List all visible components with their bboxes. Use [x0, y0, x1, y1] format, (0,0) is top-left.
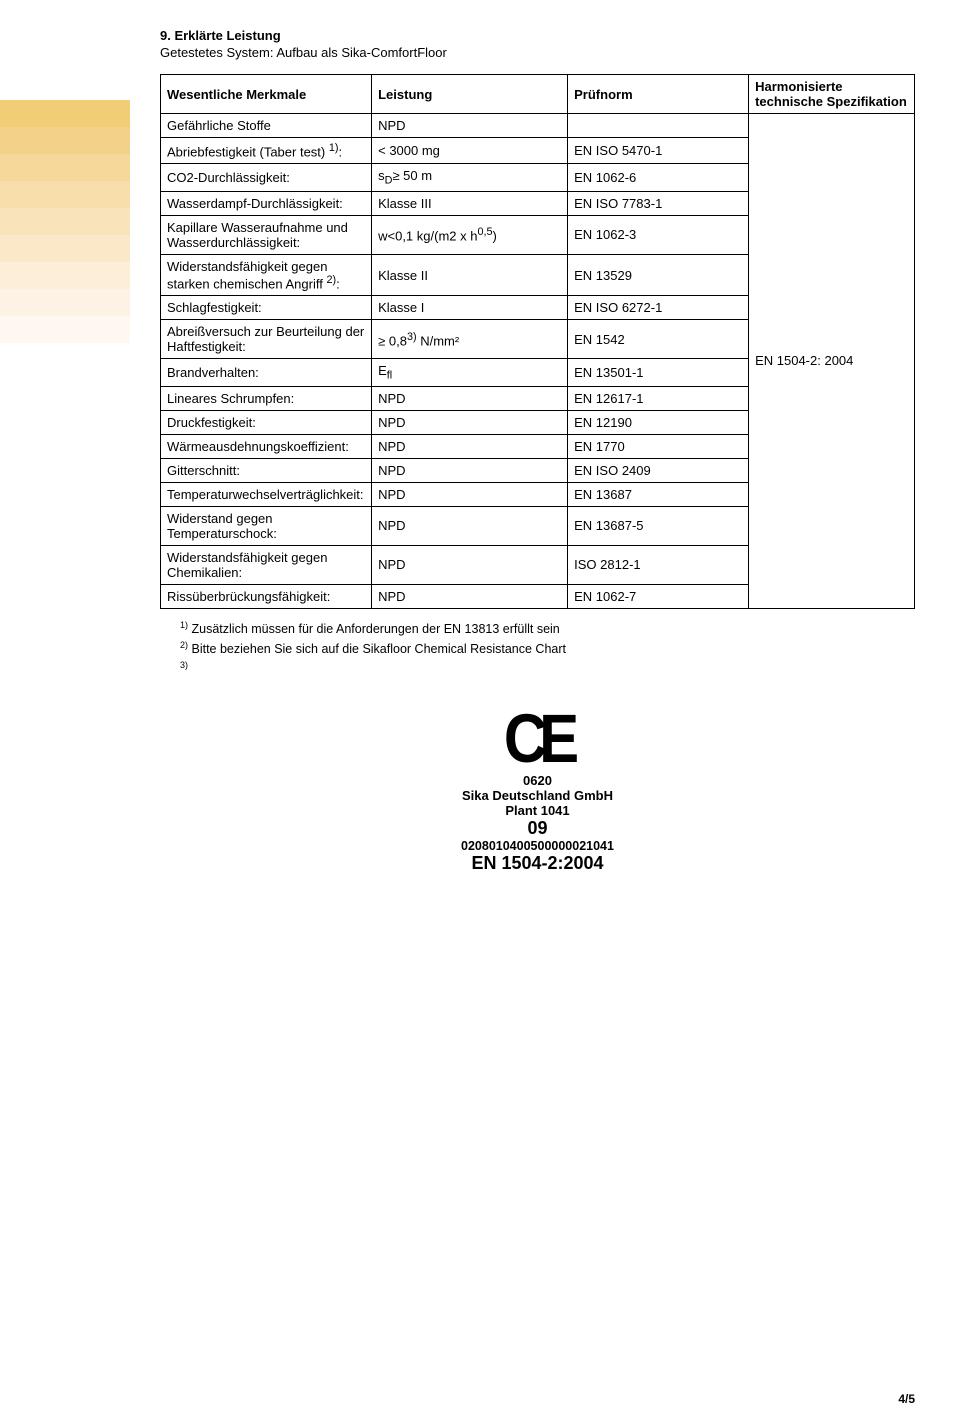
cell-merkmal: Brandverhalten:: [161, 359, 372, 387]
cell-leistung: Klasse III: [372, 191, 568, 215]
cell-pruefnorm: EN 13687-5: [568, 506, 749, 545]
ce-logo: CE: [504, 704, 571, 773]
cell-pruefnorm: EN ISO 7783-1: [568, 191, 749, 215]
footnote-3: 3): [180, 659, 915, 679]
ce-mark-block: CE 0620 Sika Deutschland GmbH Plant 1041…: [160, 709, 915, 874]
page-number: 4/5: [898, 1392, 915, 1406]
cell-leistung: NPD: [372, 410, 568, 434]
cell-pruefnorm: EN 1062-6: [568, 164, 749, 192]
cell-merkmal: Temperaturwechselverträglichkeit:: [161, 482, 372, 506]
cell-pruefnorm: EN 12190: [568, 410, 749, 434]
cell-leistung: NPD: [372, 506, 568, 545]
table-header-row: Wesentliche Merkmale Leistung Prüfnorm H…: [161, 75, 915, 114]
cell-merkmal: Widerstand gegen Temperaturschock:: [161, 506, 372, 545]
cell-leistung: Klasse I: [372, 296, 568, 320]
ce-company: Sika Deutschland GmbH: [160, 788, 915, 803]
cell-leistung: NPD: [372, 434, 568, 458]
cell-leistung: NPD: [372, 584, 568, 608]
section-heading: 9. Erklärte Leistung: [160, 28, 915, 43]
cell-pruefnorm: EN 13501-1: [568, 359, 749, 387]
cell-leistung: NPD: [372, 114, 568, 138]
cell-merkmal: Widerstandsfähigkeit gegen Chemikalien:: [161, 545, 372, 584]
cell-leistung: NPD: [372, 386, 568, 410]
table-row: Gefährliche StoffeNPDEN 1504-2: 2004: [161, 114, 915, 138]
cell-leistung: sD≥ 50 m: [372, 164, 568, 192]
header-merkmale: Wesentliche Merkmale: [161, 75, 372, 114]
content-area: 9. Erklärte Leistung Getestetes System: …: [130, 0, 960, 1424]
cell-pruefnorm: EN 1062-3: [568, 215, 749, 254]
cell-merkmal: Abriebfestigkeit (Taber test) 1):: [161, 138, 372, 164]
cell-merkmal: Widerstandsfähigkeit gegen starken chemi…: [161, 254, 372, 295]
header-leistung: Leistung: [372, 75, 568, 114]
footnote-1: 1) Zusätzlich müssen für die Anforderung…: [180, 619, 915, 639]
footnotes: 1) Zusätzlich müssen für die Anforderung…: [160, 619, 915, 679]
cell-pruefnorm: EN ISO 2409: [568, 458, 749, 482]
cell-pruefnorm: EN ISO 5470-1: [568, 138, 749, 164]
ce-long-number: 0208010400500000021041: [160, 839, 915, 853]
cell-pruefnorm: EN 13687: [568, 482, 749, 506]
ce-plant: Plant 1041: [160, 803, 915, 818]
section-subheading: Getestetes System: Aufbau als Sika-Comfo…: [160, 45, 915, 60]
cell-merkmal: Schlagfestigkeit:: [161, 296, 372, 320]
cell-merkmal: Rissüberbrückungsfähigkeit:: [161, 584, 372, 608]
cell-leistung: Klasse II: [372, 254, 568, 295]
ce-en: EN 1504-2:2004: [160, 853, 915, 874]
cell-leistung: NPD: [372, 545, 568, 584]
cell-pruefnorm: EN ISO 6272-1: [568, 296, 749, 320]
cell-merkmal: Druckfestigkeit:: [161, 410, 372, 434]
cell-pruefnorm: [568, 114, 749, 138]
cell-leistung: NPD: [372, 482, 568, 506]
cell-merkmal: Wasserdampf-Durchlässigkeit:: [161, 191, 372, 215]
cell-merkmal: Gefährliche Stoffe: [161, 114, 372, 138]
cell-leistung: w<0,1 kg/(m2 x h0,5): [372, 215, 568, 254]
cell-pruefnorm: EN 1542: [568, 320, 749, 359]
cell-merkmal: Abreißversuch zur Beurteilung der Haftfe…: [161, 320, 372, 359]
cell-pruefnorm: EN 1770: [568, 434, 749, 458]
performance-table: Wesentliche Merkmale Leistung Prüfnorm H…: [160, 74, 915, 609]
cell-pruefnorm: EN 13529: [568, 254, 749, 295]
cell-pruefnorm: ISO 2812-1: [568, 545, 749, 584]
cell-leistung: Efl: [372, 359, 568, 387]
cell-spezifikation: EN 1504-2: 2004: [749, 114, 915, 609]
cell-pruefnorm: EN 12617-1: [568, 386, 749, 410]
footnote-2: 2) Bitte beziehen Sie sich auf die Sikaf…: [180, 639, 915, 659]
header-spezifikation: Harmonisierte technische Spezifikation: [749, 75, 915, 114]
cell-leistung: ≥ 0,83) N/mm²: [372, 320, 568, 359]
cell-merkmal: Wärmeausdehnungskoeffizient:: [161, 434, 372, 458]
cell-leistung: NPD: [372, 458, 568, 482]
cell-pruefnorm: EN 1062-7: [568, 584, 749, 608]
header-pruefnorm: Prüfnorm: [568, 75, 749, 114]
cell-merkmal: Kapillare Wasseraufnahme und Wasserdurch…: [161, 215, 372, 254]
left-color-stripe: [0, 0, 130, 1424]
cell-merkmal: Lineares Schrumpfen:: [161, 386, 372, 410]
cell-merkmal: Gitterschnitt:: [161, 458, 372, 482]
cell-leistung: < 3000 mg: [372, 138, 568, 164]
ce-year: 09: [160, 818, 915, 839]
cell-merkmal: CO2-Durchlässigkeit:: [161, 164, 372, 192]
